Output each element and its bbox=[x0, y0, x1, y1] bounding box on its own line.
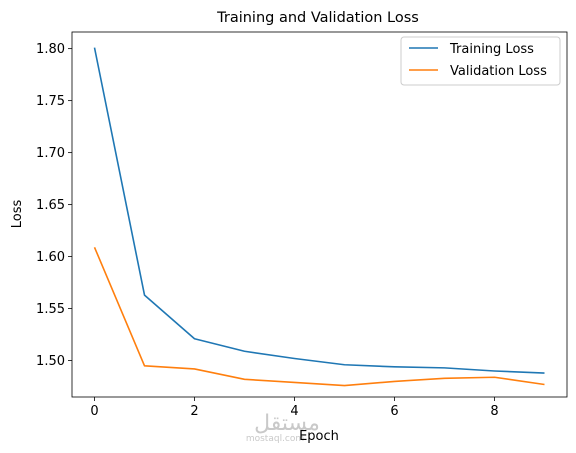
x-axis-label: Epoch bbox=[299, 429, 339, 444]
x-tick-label: 8 bbox=[490, 404, 498, 419]
x-tick-label: 2 bbox=[190, 404, 198, 419]
y-tick-label: 1.70 bbox=[36, 146, 65, 161]
training-loss-line bbox=[93, 47, 545, 374]
x-tick-label: 6 bbox=[390, 404, 398, 419]
validation-loss-line bbox=[93, 246, 545, 387]
x-axis-ticks: 0 2 4 6 8 bbox=[90, 397, 499, 419]
watermark-logo: مستقل mostaql.com bbox=[246, 411, 320, 444]
x-tick-label: 4 bbox=[290, 404, 298, 419]
legend-label-validation: Validation Loss bbox=[450, 64, 547, 79]
series-layer bbox=[93, 47, 545, 387]
y-tick-label: 1.80 bbox=[36, 42, 65, 57]
y-tick-label: 1.65 bbox=[36, 198, 65, 213]
y-axis-label: Loss bbox=[10, 200, 25, 229]
x-tick-label: 0 bbox=[90, 404, 98, 419]
y-tick-label: 1.50 bbox=[36, 354, 65, 369]
svg-text:مستقل: مستقل bbox=[254, 411, 320, 436]
legend: Training Loss Validation Loss bbox=[400, 36, 561, 86]
chart-title: Training and Validation Loss bbox=[216, 10, 419, 26]
plot-area bbox=[71, 31, 568, 398]
y-tick-label: 1.55 bbox=[36, 302, 65, 317]
y-tick-label: 1.60 bbox=[36, 250, 65, 265]
y-tick-label: 1.75 bbox=[36, 94, 65, 109]
svg-text:mostaql.com: mostaql.com bbox=[246, 434, 304, 444]
legend-label-training: Training Loss bbox=[449, 42, 534, 57]
y-axis-ticks: 1.50 1.55 1.60 1.65 1.70 1.75 1.80 bbox=[36, 42, 72, 369]
legend-frame bbox=[400, 36, 561, 86]
